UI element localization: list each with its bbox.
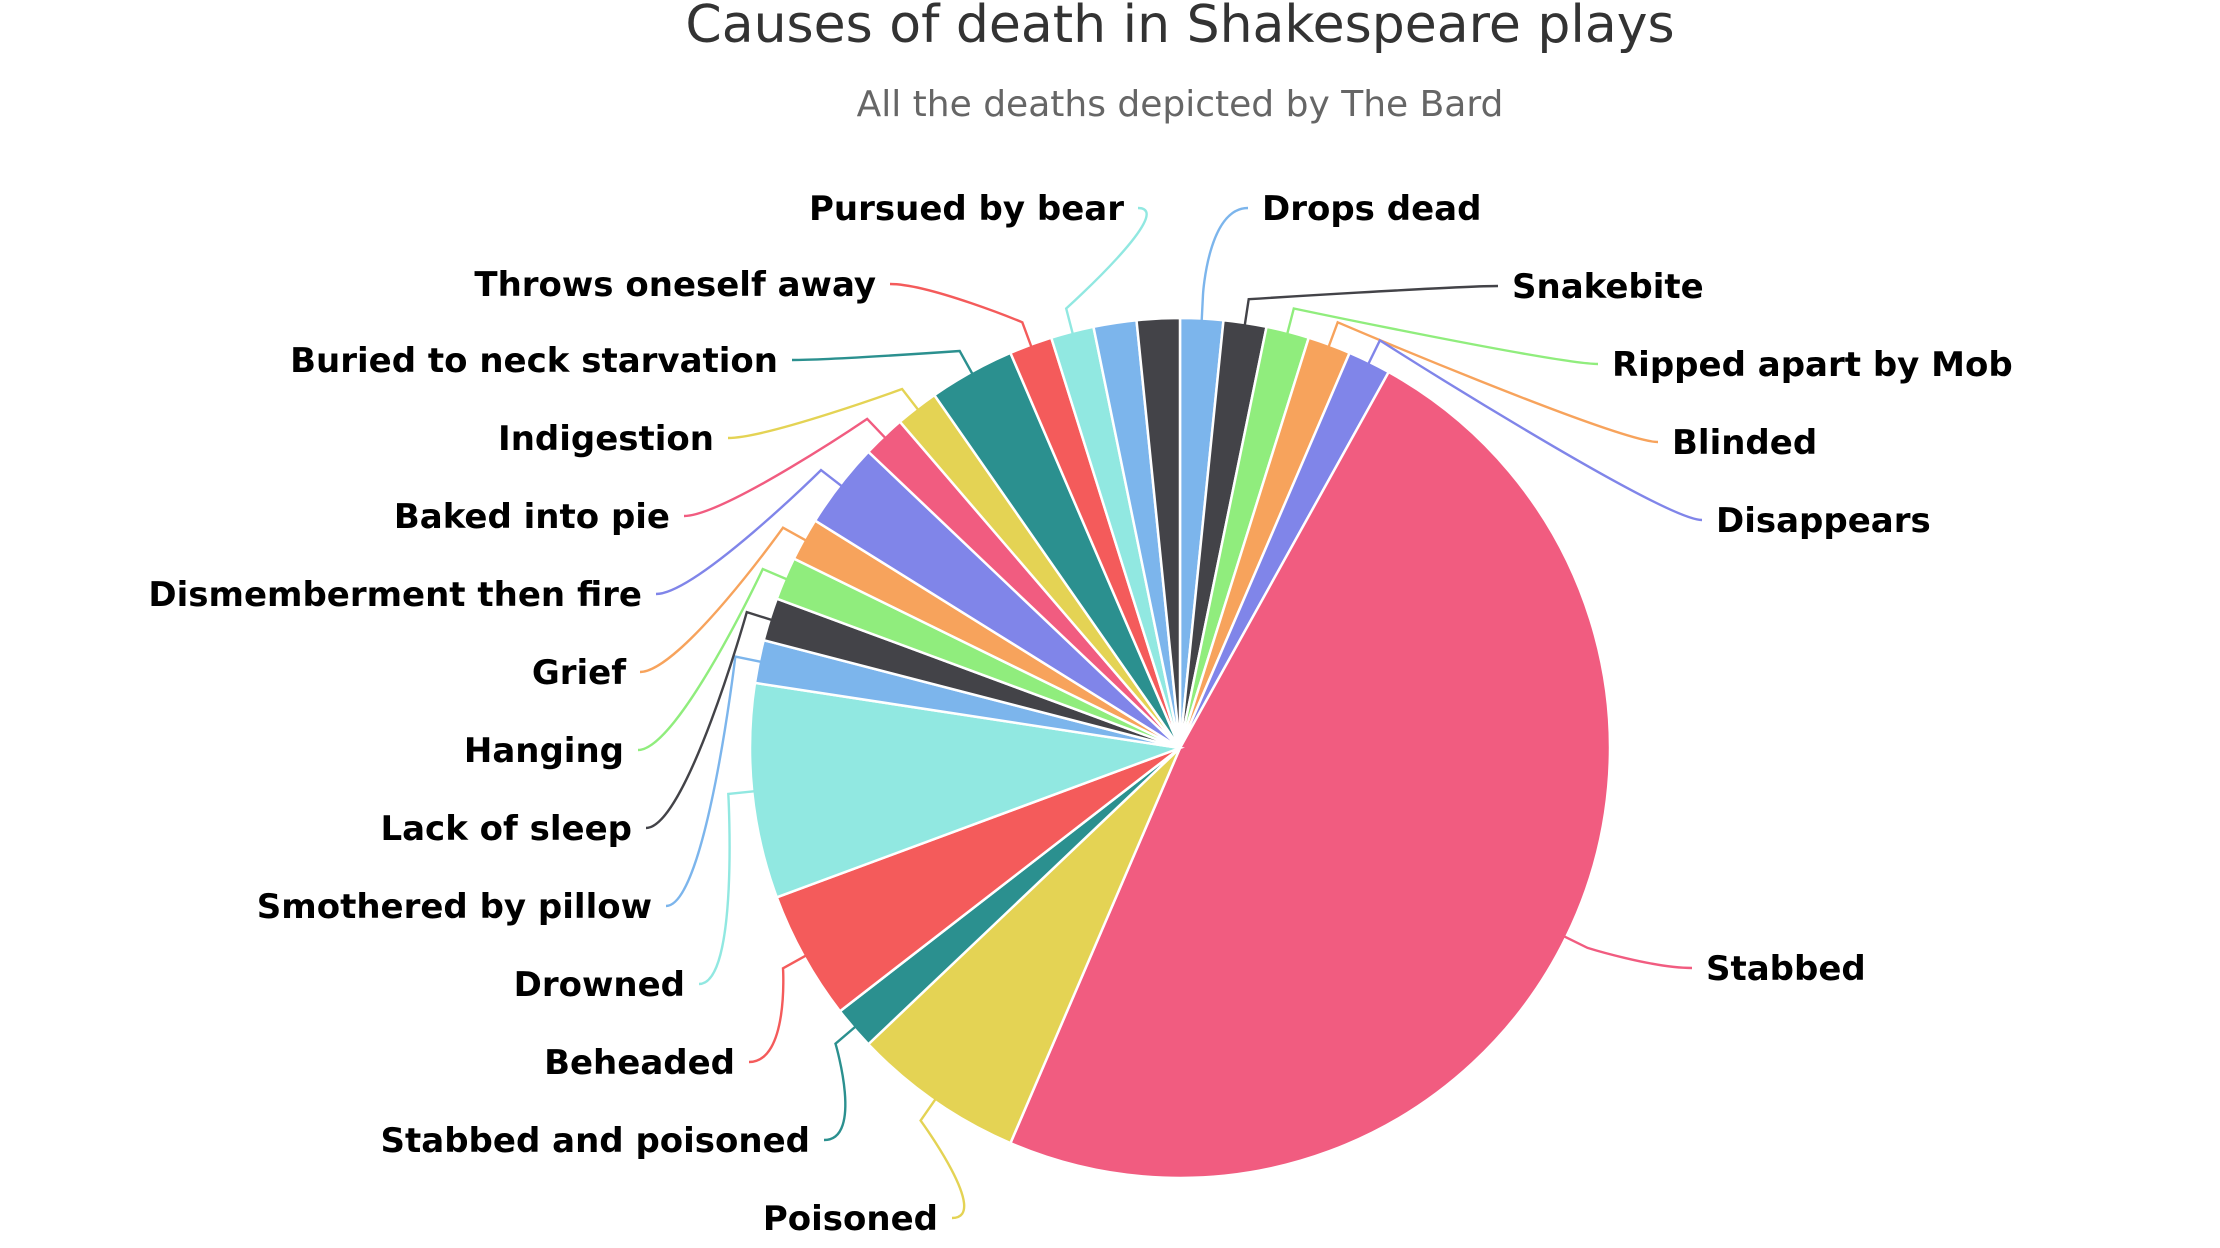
data-label-15: Dismemberment then fire bbox=[148, 575, 642, 615]
connector-1 bbox=[1200, 206, 1249, 323]
data-label-1: Drops dead bbox=[1262, 189, 1481, 229]
data-label-2: Snakebite bbox=[1512, 267, 1704, 307]
data-label-3: Ripped apart by Mob bbox=[1612, 345, 2013, 385]
connector-11 bbox=[665, 655, 763, 908]
data-label-18: Buried to neck starvation bbox=[290, 341, 778, 381]
connector-4 bbox=[1326, 320, 1659, 444]
data-label-13: Hanging bbox=[464, 731, 624, 771]
pie-slices bbox=[748, 316, 1612, 1180]
connector-9 bbox=[748, 953, 809, 1064]
data-label-4: Blinded bbox=[1672, 423, 1817, 463]
connector-3 bbox=[1285, 307, 1599, 366]
connector-17 bbox=[727, 387, 921, 440]
connector-16 bbox=[683, 417, 888, 518]
data-label-19: Throws oneself away bbox=[474, 265, 876, 305]
data-label-10: Drowned bbox=[514, 965, 685, 1005]
data-label-14: Grief bbox=[532, 653, 627, 693]
connector-7 bbox=[919, 1096, 966, 1220]
data-label-20: Pursued by bear bbox=[809, 189, 1124, 229]
connector-13 bbox=[637, 567, 789, 752]
connector-19 bbox=[889, 282, 1034, 349]
connector-8 bbox=[823, 1024, 858, 1142]
connector-15 bbox=[655, 468, 844, 596]
connector-14 bbox=[639, 526, 809, 674]
chart-title: Causes of death in Shakespeare plays bbox=[685, 0, 1674, 55]
connector-5 bbox=[1366, 338, 1703, 522]
data-label-11: Smothered by pillow bbox=[257, 887, 652, 927]
connector-18 bbox=[791, 349, 975, 377]
data-label-17: Indigestion bbox=[498, 419, 714, 459]
data-labels: Drops dead Snakebite Ripped apart by Mob Bl… bbox=[148, 189, 2012, 1239]
connector-6 bbox=[1561, 934, 1693, 970]
data-label-12: Lack of sleep bbox=[380, 809, 632, 849]
data-label-7: Poisoned bbox=[763, 1199, 938, 1239]
connector-2 bbox=[1243, 284, 1499, 328]
chart-subtitle: All the deaths depicted by The Bard bbox=[857, 84, 1504, 125]
data-label-16: Baked into pie bbox=[394, 497, 670, 537]
data-label-8: Stabbed and poisoned bbox=[381, 1121, 810, 1161]
connector-20 bbox=[1064, 206, 1148, 336]
data-label-6: Stabbed bbox=[1706, 949, 1866, 989]
data-label-9: Beheaded bbox=[544, 1043, 735, 1083]
connector-10 bbox=[698, 789, 757, 986]
label-connectors bbox=[637, 206, 1703, 1220]
data-label-5: Disappears bbox=[1716, 501, 1931, 541]
pie-slice-22[interactable] bbox=[1135, 316, 1182, 749]
connector-12 bbox=[645, 610, 774, 830]
